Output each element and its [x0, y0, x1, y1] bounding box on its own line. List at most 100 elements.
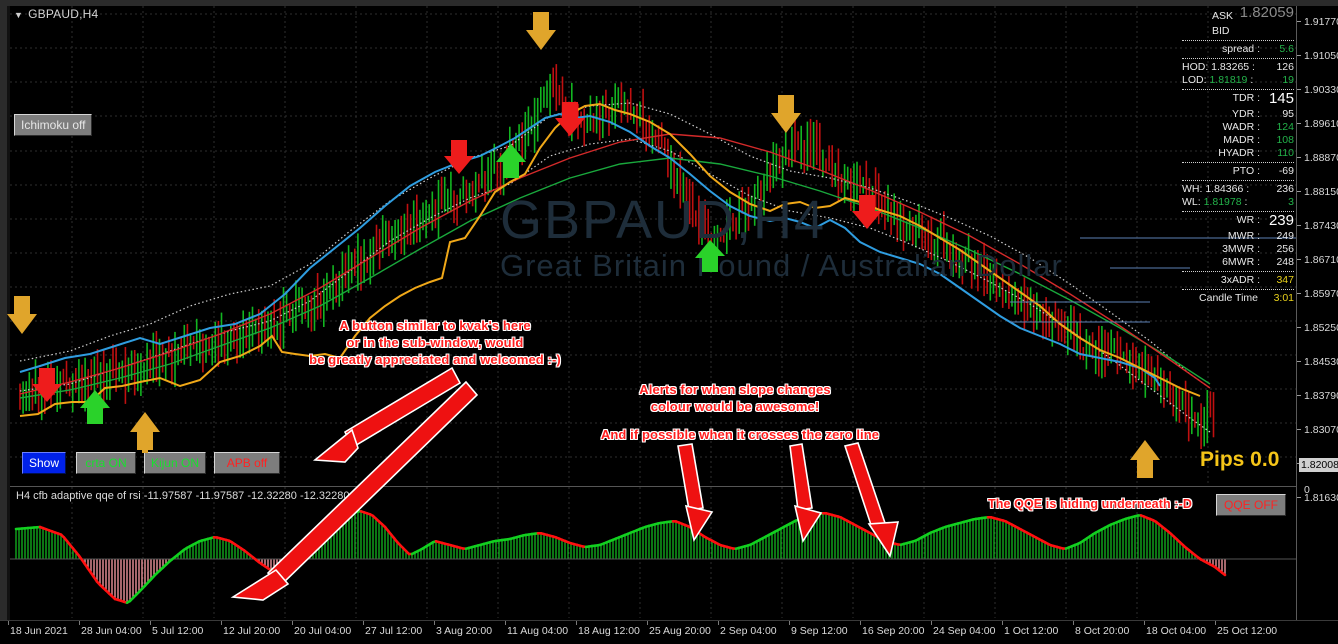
- indicator-subwindow[interactable]: H4 cfb adaptive qqe of rsi -11.97587 -11…: [10, 486, 1296, 618]
- data-row-label: PTO :: [1232, 165, 1260, 177]
- time-tick-label: 11 Aug 04:00: [507, 625, 569, 637]
- ma-green-line: [19, 157, 1211, 399]
- data-panel-row: spread : 5.6: [1182, 43, 1294, 56]
- data-panel-row: MWR : 249: [1182, 230, 1294, 243]
- time-tick-label: 16 Sep 20:00: [862, 625, 925, 637]
- price-tick-mark: [1297, 429, 1301, 430]
- price-tick-mark: [1297, 191, 1301, 192]
- time-tick-mark: [718, 621, 719, 625]
- time-tick-label: 9 Sep 12:00: [791, 625, 848, 637]
- data-row-value: 145: [1268, 90, 1294, 107]
- price-axis[interactable]: 1.91770 1.91050 1.90330 1.89610 1.88870 1.881…: [1296, 6, 1338, 620]
- time-tick-mark: [1144, 621, 1145, 625]
- data-row-label: 6MWR :: [1222, 256, 1260, 268]
- kijun-toggle-button[interactable]: Kijun ON: [144, 452, 206, 474]
- data-panel-row: ASK 1.82059: [1182, 5, 1294, 25]
- data-row-label: spread :: [1222, 43, 1260, 55]
- data-panel-row: WL: 1.81978 : 3: [1182, 196, 1294, 209]
- data-row-value: 249: [1276, 230, 1294, 242]
- data-row-label: LOD: 1.81819 :: [1182, 74, 1254, 86]
- price-tick-mark: [1297, 259, 1301, 260]
- data-panel-separator: [1182, 289, 1294, 290]
- data-row-label: MADR :: [1223, 134, 1260, 146]
- time-tick-mark: [79, 621, 80, 625]
- data-row-label: YDR :: [1231, 108, 1260, 120]
- data-panel-row: WADR : 124: [1182, 121, 1294, 134]
- data-panel-row: TDR : 145: [1182, 90, 1294, 108]
- axis-divider: [1296, 6, 1297, 620]
- price-tick-label: 1.88150: [1304, 186, 1338, 198]
- qqe-toggle-label: QQE OFF: [1224, 498, 1278, 512]
- apb-toggle-button[interactable]: APB off: [214, 452, 280, 474]
- time-tick-label: 18 Jun 2021: [10, 625, 68, 637]
- data-panel-row: YDR : 95: [1182, 108, 1294, 121]
- data-panel-row: 6MWR : 248: [1182, 256, 1294, 269]
- data-row-value: 248: [1276, 256, 1294, 268]
- annotation-slope-alert: Alerts for when slope changes colour wou…: [639, 382, 831, 414]
- price-tick-mark: [1297, 327, 1301, 328]
- chevron-down-icon[interactable]: ▼: [14, 10, 24, 20]
- data-row-value: 5.6: [1279, 43, 1294, 55]
- data-panel-row: HOD: 1.83265 : 126: [1182, 61, 1294, 74]
- price-tick-mark: [1297, 361, 1301, 362]
- price-tick-label: 1.90330: [1304, 84, 1338, 96]
- data-row-label: WL: 1.81978 :: [1182, 196, 1248, 208]
- kijun-toggle-label: Kijun ON: [151, 456, 200, 470]
- data-row-value: 124: [1276, 121, 1294, 133]
- ichimoku-toggle-button[interactable]: Ichimoku off: [14, 114, 93, 136]
- time-tick-label: 20 Jul 04:00: [294, 625, 352, 637]
- show-button[interactable]: Show: [22, 452, 67, 474]
- time-tick-mark: [434, 621, 435, 625]
- horizontal-level-lines: [1010, 237, 1296, 323]
- qqe-toggle-button[interactable]: QQE OFF: [1216, 494, 1286, 516]
- data-row-label: TDR :: [1232, 92, 1260, 104]
- time-axis[interactable]: 18 Jun 2021 28 Jun 04:00 5 Jul 12:00 12 Jul…: [0, 620, 1338, 644]
- time-tick-mark: [363, 621, 364, 625]
- price-tick-mark: [1297, 123, 1301, 124]
- data-row-value: 347: [1276, 274, 1294, 286]
- data-panel-separator: [1182, 40, 1294, 41]
- time-tick-label: 27 Jul 12:00: [365, 625, 423, 637]
- time-tick-mark: [505, 621, 506, 625]
- time-tick-mark: [1215, 621, 1216, 625]
- time-tick-label: 3 Aug 20:00: [436, 625, 493, 637]
- time-tick-label: 5 Jul 12:00: [152, 625, 204, 637]
- price-tick-mark: [1297, 225, 1301, 226]
- data-panel-row: BID: [1182, 25, 1294, 38]
- data-row-value: 239: [1268, 212, 1294, 229]
- price-tick-label: 1.81630: [1304, 492, 1338, 504]
- annotation-zero-cross: And if possible when it crosses the zero…: [600, 427, 880, 442]
- time-tick-label: 25 Oct 12:00: [1217, 625, 1278, 637]
- time-tick-label: 18 Oct 04:00: [1146, 625, 1207, 637]
- ask-price-value: 1.82059: [1239, 4, 1294, 21]
- crta-toggle-button[interactable]: crta ON: [76, 452, 136, 474]
- pips-readout: Pips 0.0: [1200, 448, 1280, 471]
- data-row-label: WH: 1.84366 :: [1182, 183, 1250, 195]
- data-panel-row: LOD: 1.81819 : 19: [1182, 74, 1294, 87]
- data-panel-row: WR : 239: [1182, 212, 1294, 230]
- main-chart-panel[interactable]: GBPAUD,H4 Great Britain Pound / Australi…: [10, 6, 1296, 484]
- data-row-label: HOD: 1.83265 :: [1182, 61, 1255, 73]
- data-row-label: Candle Time: [1199, 292, 1258, 304]
- time-tick-mark: [576, 621, 577, 625]
- annotation-kvak-note: A button similar to kvak's here or in th…: [309, 318, 561, 367]
- data-row-value: 236: [1276, 183, 1294, 195]
- data-row-label: 3xADR :: [1220, 274, 1260, 286]
- chart-symbol-title[interactable]: ▼ GBPAUD,H4: [14, 7, 98, 21]
- time-tick-mark: [860, 621, 861, 625]
- data-row-label: BID: [1212, 25, 1230, 37]
- apb-toggle-label: APB off: [226, 456, 268, 470]
- time-tick-mark: [8, 621, 9, 625]
- time-tick-label: 2 Sep 04:00: [720, 625, 777, 637]
- ichimoku-toggle-label: Ichimoku off: [21, 118, 86, 132]
- time-tick-mark: [1073, 621, 1074, 625]
- data-panel-separator: [1182, 271, 1294, 272]
- time-tick-mark: [221, 621, 222, 625]
- window-frame-left: [0, 0, 7, 644]
- data-row-label: HYADR :: [1218, 147, 1260, 159]
- price-tick-label: 1.83070: [1304, 424, 1338, 436]
- show-button-label: Show: [29, 456, 60, 470]
- price-tick-mark: [1297, 395, 1301, 396]
- data-panel-separator: [1182, 211, 1294, 212]
- time-tick-mark: [150, 621, 151, 625]
